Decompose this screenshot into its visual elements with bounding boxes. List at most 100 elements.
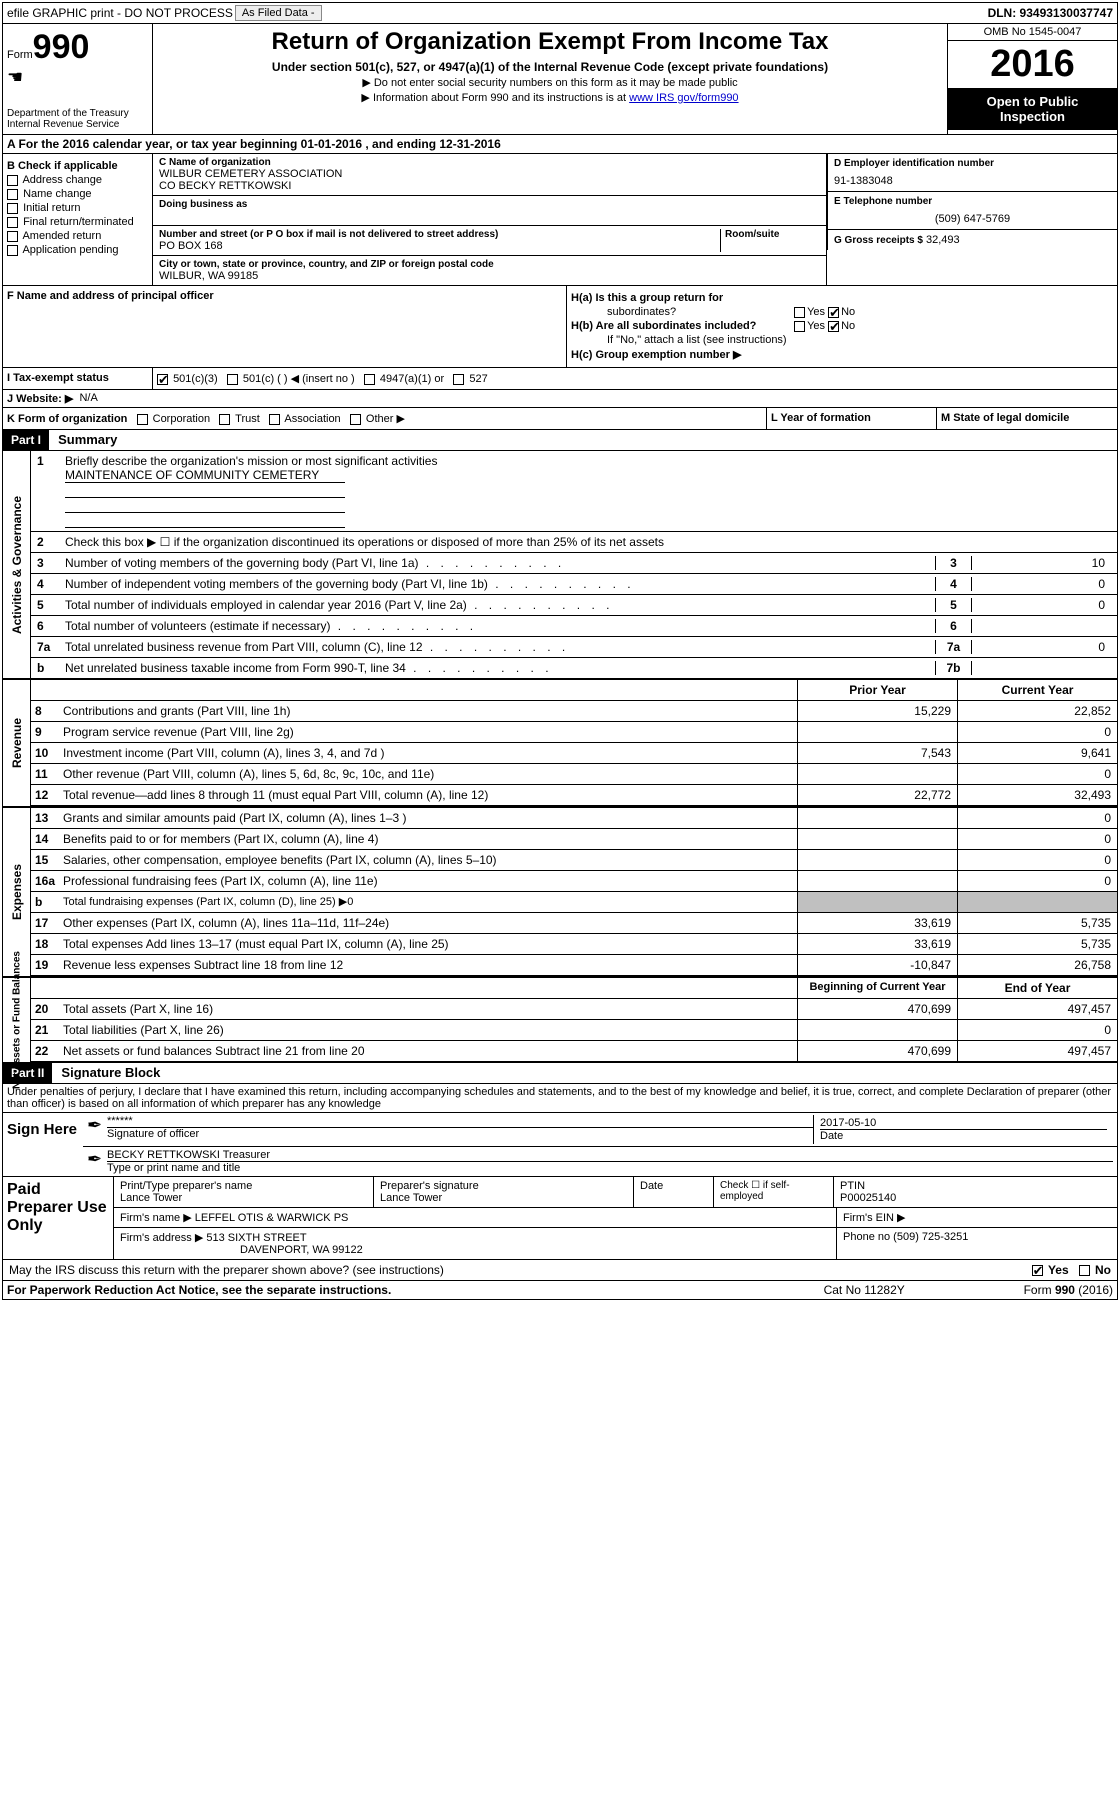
section-c: C Name of organization WILBUR CEMETERY A… <box>153 154 827 285</box>
final-return-check[interactable] <box>7 217 18 228</box>
tax-year: 2016 <box>948 41 1117 88</box>
dln-number: DLN: 93493130037747 <box>988 6 1113 20</box>
section-l: L Year of formation <box>767 408 937 429</box>
inspection-badge: Open to Public Inspection <box>948 88 1117 130</box>
name-change-check[interactable] <box>7 189 18 200</box>
part-2-header: Part II Signature Block <box>3 1063 1117 1084</box>
section-m: M State of legal domicile <box>937 408 1117 429</box>
l10-prior: 7,543 <box>797 743 957 763</box>
sections-bcdefg: B Check if applicable Address change Nam… <box>3 154 1117 286</box>
expenses-section: Expenses 13Grants and similar amounts pa… <box>3 808 1117 978</box>
header-right: OMB No 1545-0047 2016 Open to Public Ins… <box>947 24 1117 134</box>
phone-value: (509) 647-5769 <box>834 213 1111 225</box>
form-990-page: efile GRAPHIC print - DO NOT PROCESS As … <box>2 2 1118 1300</box>
ha-yes-check[interactable] <box>794 307 805 318</box>
line7a-value: 0 <box>971 640 1111 654</box>
governance-vlabel: Activities & Governance <box>3 451 31 678</box>
section-j: J Website: ▶ N/A <box>3 390 1117 408</box>
ssn-note: ▶ Do not enter social security numbers o… <box>161 76 939 89</box>
firm-name: LEFFEL OTIS & WARWICK PS <box>195 1212 349 1224</box>
section-h: H(a) Is this a group return for subordin… <box>567 286 1117 367</box>
line3-value: 10 <box>971 556 1111 570</box>
l12-prior: 22,772 <box>797 785 957 805</box>
pen-icon: ✒ <box>87 1115 107 1144</box>
l8-curr: 22,852 <box>957 701 1117 721</box>
trust-check[interactable] <box>219 414 230 425</box>
l9-curr: 0 <box>957 722 1117 742</box>
info-note: ▶ Information about Form 990 and its ins… <box>161 91 939 104</box>
part-1-header: Part I Summary <box>3 430 1117 451</box>
l10-curr: 9,641 <box>957 743 1117 763</box>
sections-klm: K Form of organization Corporation Trust… <box>3 408 1117 430</box>
l19-prior: -10,847 <box>797 955 957 975</box>
form-number: 990 <box>33 28 90 66</box>
l12-curr: 32,493 <box>957 785 1117 805</box>
section-k: K Form of organization Corporation Trust… <box>3 408 767 429</box>
501c3-check[interactable] <box>157 374 168 385</box>
website-value: N/A <box>79 392 97 405</box>
ptin-value: P00025140 <box>840 1192 1111 1204</box>
irs-link[interactable]: www IRS gov/form990 <box>629 92 738 104</box>
hb-yes-check[interactable] <box>794 321 805 332</box>
assoc-check[interactable] <box>269 414 280 425</box>
preparer-sig: Lance Tower <box>380 1192 627 1204</box>
footer-row: For Paperwork Reduction Act Notice, see … <box>3 1281 1117 1299</box>
asfiled-button[interactable]: As Filed Data - <box>235 5 322 21</box>
amended-return-check[interactable] <box>7 231 18 242</box>
pen-icon: ✒ <box>87 1149 107 1174</box>
l17-curr: 5,735 <box>957 913 1117 933</box>
501c-check[interactable] <box>227 374 238 385</box>
efile-notice: efile GRAPHIC print - DO NOT PROCESS <box>7 6 233 20</box>
address-change-check[interactable] <box>7 175 18 186</box>
paid-preparer-block: Paid Preparer Use Only Print/Type prepar… <box>3 1177 1117 1260</box>
discuss-no-check[interactable] <box>1079 1265 1090 1276</box>
omb-number: OMB No 1545-0047 <box>948 24 1117 41</box>
sign-date: 2017-05-10 <box>820 1117 1107 1129</box>
irs-label: Internal Revenue Service <box>7 119 148 130</box>
firm-phone: (509) 725-3251 <box>893 1231 968 1243</box>
sign-here-block: Sign Here ✒ ******Signature of officer 2… <box>3 1113 1117 1177</box>
4947-check[interactable] <box>364 374 375 385</box>
paid-preparer-label: Paid Preparer Use Only <box>3 1177 113 1259</box>
form-subtitle: Under section 501(c), 527, or 4947(a)(1)… <box>161 60 939 74</box>
other-check[interactable] <box>350 414 361 425</box>
l14-curr: 0 <box>957 829 1117 849</box>
section-f: F Name and address of principal officer <box>3 286 567 367</box>
l22-prior: 470,699 <box>797 1041 957 1061</box>
revenue-vlabel: Revenue <box>3 680 31 806</box>
org-address: PO BOX 168 <box>159 240 720 252</box>
initial-return-check[interactable] <box>7 203 18 214</box>
l22-curr: 497,457 <box>957 1041 1117 1061</box>
section-b: B Check if applicable Address change Nam… <box>3 154 153 285</box>
revenue-section: Revenue Prior YearCurrent Year 8Contribu… <box>3 680 1117 808</box>
line5-value: 0 <box>971 598 1111 612</box>
form-word: Form <box>7 49 33 61</box>
l16a-curr: 0 <box>957 871 1117 891</box>
application-pending-check[interactable] <box>7 245 18 256</box>
corp-check[interactable] <box>137 414 148 425</box>
netassets-vlabel: Net Assets or Fund Balances <box>3 978 31 1062</box>
section-a: A For the 2016 calendar year, or tax yea… <box>3 135 1117 154</box>
officer-name: BECKY RETTKOWSKI Treasurer <box>107 1149 1113 1161</box>
l11-curr: 0 <box>957 764 1117 784</box>
l13-curr: 0 <box>957 808 1117 828</box>
top-bar: efile GRAPHIC print - DO NOT PROCESS As … <box>3 3 1117 24</box>
org-name: WILBUR CEMETERY ASSOCIATION <box>159 168 820 180</box>
527-check[interactable] <box>453 374 464 385</box>
sections-deg: D Employer identification number91-13830… <box>827 154 1117 285</box>
hb-no-check[interactable] <box>828 321 839 332</box>
preparer-name: Lance Tower <box>120 1192 367 1204</box>
ha-no-check[interactable] <box>828 307 839 318</box>
header-center: Return of Organization Exempt From Incom… <box>153 24 947 134</box>
l20-prior: 470,699 <box>797 999 957 1019</box>
form-title: Return of Organization Exempt From Incom… <box>161 28 939 56</box>
l21-curr: 0 <box>957 1020 1117 1040</box>
discuss-row: May the IRS discuss this return with the… <box>3 1260 1117 1281</box>
discuss-yes-check[interactable] <box>1032 1265 1043 1276</box>
pra-notice: For Paperwork Reduction Act Notice, see … <box>7 1283 824 1297</box>
org-city: WILBUR, WA 99185 <box>159 270 820 282</box>
governance-section: Activities & Governance 1Briefly describ… <box>3 451 1117 680</box>
l8-prior: 15,229 <box>797 701 957 721</box>
section-i-options: 501(c)(3) 501(c) ( ) ◀ (insert no ) 4947… <box>153 368 1117 389</box>
firm-addr2: DAVENPORT, WA 99122 <box>120 1244 363 1256</box>
